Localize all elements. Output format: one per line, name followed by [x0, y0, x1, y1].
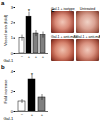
svg-text:0: 0	[11, 109, 14, 114]
html-text:Gal-1 + anti-mAb: Gal-1 + anti-mAb	[51, 35, 78, 39]
svg-text:+: +	[31, 112, 34, 117]
svg-text:0: 0	[11, 51, 14, 56]
svg-text:+: +	[41, 112, 44, 117]
html-text:b: b	[1, 64, 5, 70]
svg-text:−: −	[21, 112, 24, 117]
svg-text:2: 2	[11, 20, 14, 25]
html-text:Gal-1 + isotype: Gal-1 + isotype	[51, 7, 75, 11]
svg-text:Vessel area (fold): Vessel area (fold)	[3, 14, 8, 46]
svg-text:Gal-1: Gal-1	[4, 116, 15, 121]
html-text:c: c	[51, 7, 55, 13]
svg-text:2: 2	[11, 89, 14, 94]
svg-text:+: +	[35, 54, 38, 59]
html-text:Untreated: Untreated	[79, 7, 96, 11]
svg-text:*: *	[28, 8, 31, 14]
svg-text:Fold increase: Fold increase	[3, 79, 8, 104]
svg-text:+: +	[42, 54, 45, 59]
svg-text:−: −	[21, 54, 24, 59]
svg-text:*: *	[31, 72, 34, 78]
svg-text:1: 1	[11, 35, 14, 40]
svg-text:4: 4	[11, 69, 14, 74]
svg-text:Gal-1: Gal-1	[4, 58, 15, 63]
html-text:a: a	[1, 0, 5, 6]
svg-text:+: +	[28, 54, 31, 59]
svg-text:3: 3	[11, 5, 14, 10]
